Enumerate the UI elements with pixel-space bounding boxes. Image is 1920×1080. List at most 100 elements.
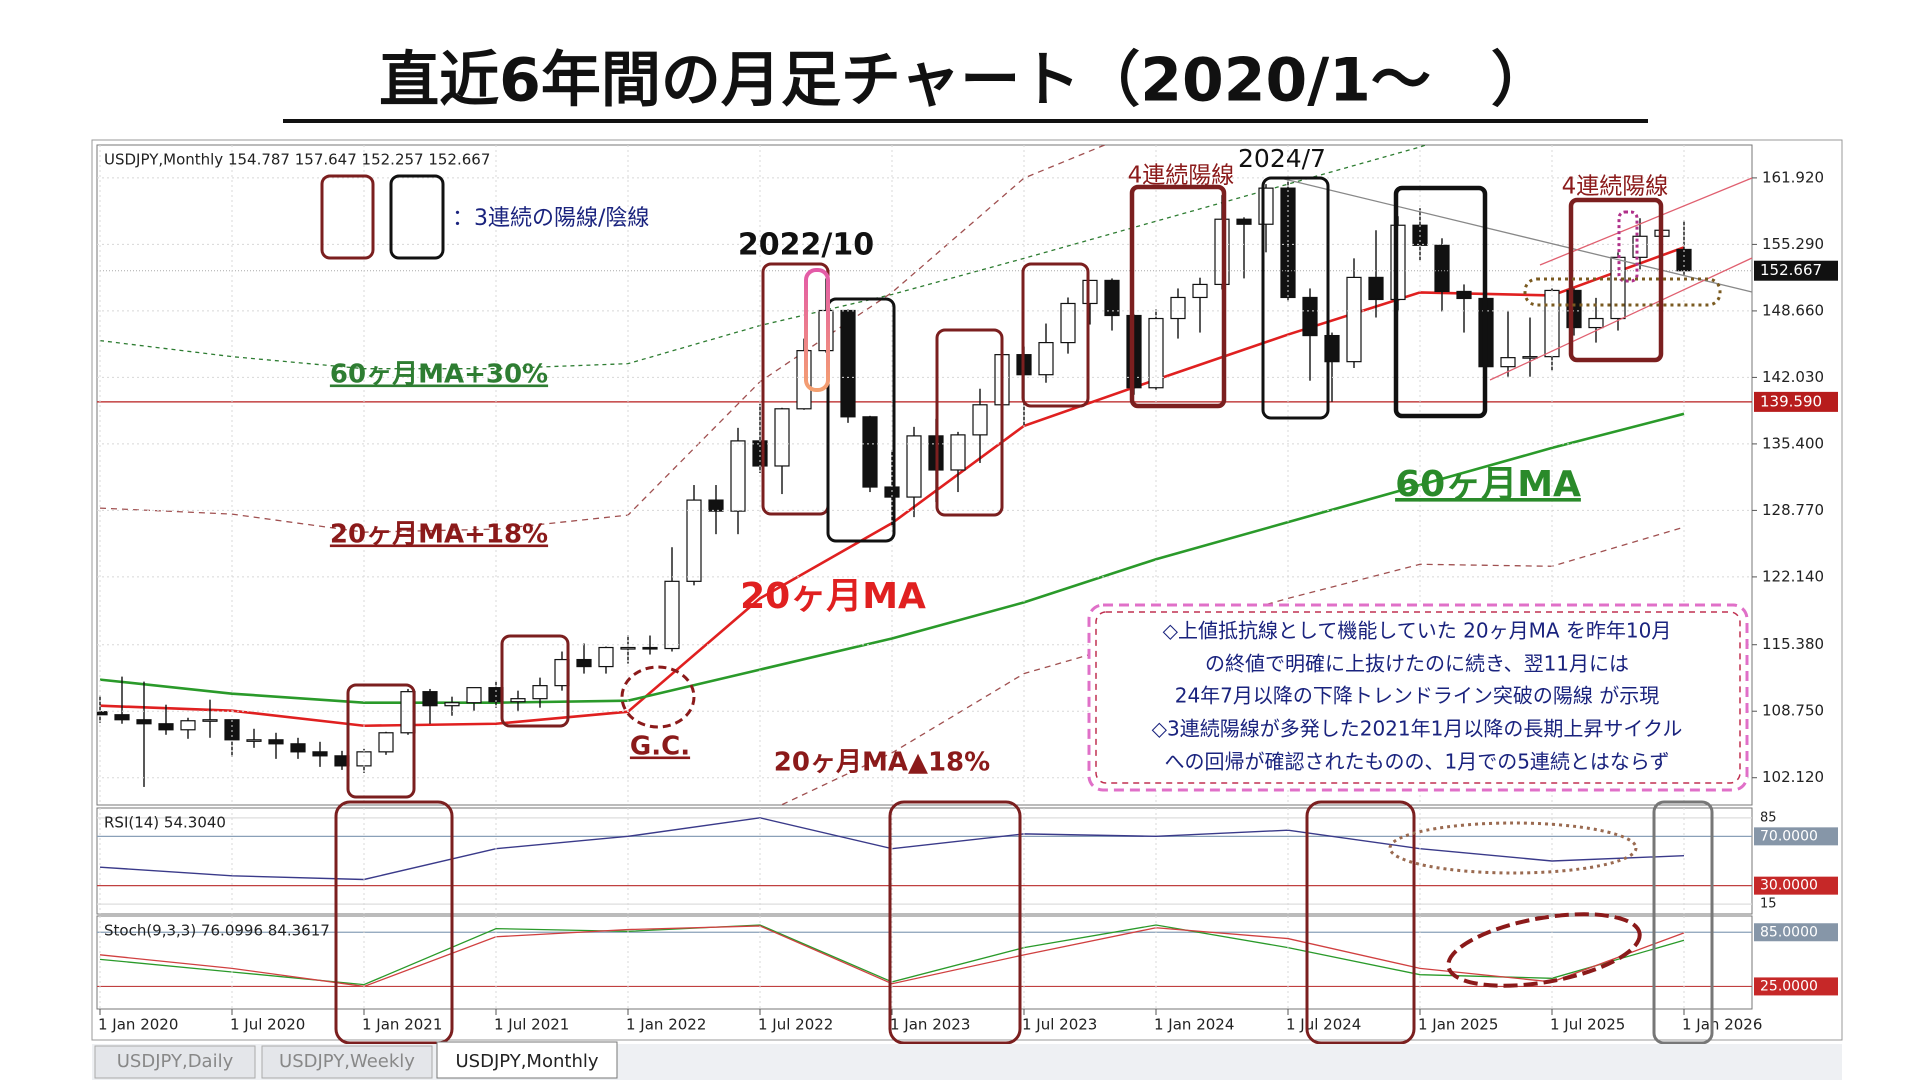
annotation: 2024/7 xyxy=(1238,144,1326,173)
candle-body xyxy=(1434,244,1450,293)
candle-body xyxy=(202,719,218,722)
candle-body xyxy=(884,486,900,498)
candle-body xyxy=(862,416,878,488)
box xyxy=(888,800,1022,1045)
annotation: 20ヶ月MA+18% xyxy=(330,520,548,550)
candle-body xyxy=(158,723,174,731)
x-tick-label: 1 Jan 2021 xyxy=(362,1016,442,1034)
legend-note: ：3連続の陽線/陰線 xyxy=(452,206,649,231)
candle-body xyxy=(1632,235,1648,258)
candle-body xyxy=(1522,356,1538,359)
candle-body xyxy=(1346,276,1362,363)
y-tick-label: 161.920 xyxy=(1762,168,1824,186)
x-tick-label: 1 Jul 2020 xyxy=(230,1016,305,1034)
candle-body xyxy=(1236,218,1252,225)
x-tick-label: 1 Jan 2025 xyxy=(1418,1016,1498,1034)
candle-body xyxy=(378,732,394,753)
candle-body xyxy=(576,658,592,668)
candle-body xyxy=(598,646,614,668)
candle-body xyxy=(1148,317,1164,389)
breakout-zone xyxy=(1523,277,1722,307)
annotation: G.C. xyxy=(630,732,690,762)
candle-body xyxy=(774,408,790,467)
x-tick-label: 1 Jul 2022 xyxy=(758,1016,833,1034)
x-tick-label: 1 Jan 2024 xyxy=(1154,1016,1234,1034)
box xyxy=(1129,184,1227,409)
stoch-tick-bg xyxy=(1754,923,1838,942)
rsi-tick-label: 70.0000 xyxy=(1760,828,1818,844)
annotation: 60ヶ月MA+30% xyxy=(330,360,548,390)
chart-title: 直近6年間の月足チャート（2020/1〜 ） xyxy=(379,46,1551,116)
candle-body xyxy=(1456,290,1472,300)
x-tick-label: 1 Jan 2023 xyxy=(890,1016,970,1034)
candle-body xyxy=(950,434,966,471)
y-tick-label: 155.290 xyxy=(1762,235,1824,253)
candle-body xyxy=(840,309,856,418)
ma-line xyxy=(99,145,1428,370)
y-tick-label: 142.030 xyxy=(1762,368,1824,386)
info-line: 24年7月以降の下降トレンドライン突破の陽線 が示現 xyxy=(1175,684,1660,708)
candle-body xyxy=(1588,317,1604,329)
tab-label[interactable]: USDJPY,Weekly xyxy=(279,1051,415,1072)
candle-body xyxy=(246,739,262,742)
candle-body xyxy=(466,687,482,704)
rsi-panel xyxy=(96,807,1753,915)
candle-body xyxy=(444,702,460,707)
legend-bear-box xyxy=(389,174,445,260)
x-tick-label: 1 Jan 2026 xyxy=(1682,1016,1762,1034)
x-tick-label: 1 Jan 2022 xyxy=(626,1016,706,1034)
current-price-label: 152.667 xyxy=(1760,261,1822,279)
candle-body xyxy=(312,751,328,757)
ma-line xyxy=(99,145,1107,533)
box xyxy=(826,297,896,543)
candle-body xyxy=(422,691,438,707)
plot-layer: 161.920 155.290 148.660 142.030 135.400 128.7… xyxy=(97,145,1838,1034)
annotation: 4連続陽線 xyxy=(1128,163,1235,189)
rsi-tick-bg xyxy=(1754,827,1838,846)
candle-body xyxy=(224,719,240,741)
box xyxy=(334,800,454,1045)
channel-lower xyxy=(1489,257,1753,381)
stoch-panel xyxy=(96,915,1753,1010)
candle-body xyxy=(1060,302,1076,344)
tab-label[interactable]: USDJPY,Daily xyxy=(117,1051,234,1072)
candle-body xyxy=(180,720,196,731)
box xyxy=(1021,262,1090,408)
annotation: 60ヶ月MA xyxy=(1395,464,1581,505)
y-tick-label: 135.400 xyxy=(1762,434,1824,452)
box xyxy=(935,328,1004,517)
candle-body xyxy=(708,499,724,512)
candle-body xyxy=(686,499,702,582)
candle-body xyxy=(972,404,988,436)
candle-body xyxy=(1368,276,1384,301)
tab[interactable] xyxy=(261,1045,433,1079)
y-tick-label: 102.120 xyxy=(1762,768,1824,786)
info-box-inner xyxy=(1095,611,1741,784)
ma-line xyxy=(779,526,1685,805)
candle-body xyxy=(1258,187,1274,225)
tab[interactable] xyxy=(94,1045,256,1079)
candle-body xyxy=(114,714,130,721)
box xyxy=(1652,800,1714,1045)
info-line: の終値で明確に上抜けたのに続き、翌11月には xyxy=(1205,652,1629,676)
candle-body xyxy=(532,685,548,700)
candle-body xyxy=(1192,283,1208,299)
candle-body xyxy=(752,440,768,467)
y-tick-label: 115.380 xyxy=(1762,635,1824,653)
candle-body xyxy=(1170,296,1186,320)
rsi-ellipse xyxy=(1388,821,1638,875)
highlight-boxes xyxy=(334,176,1722,1045)
tab-label[interactable]: USDJPY,Monthly xyxy=(455,1051,598,1072)
box xyxy=(1261,176,1330,420)
stoch-label: Stoch(9,3,3) 76.0996 84.3617 xyxy=(104,922,330,940)
annotation: 20ヶ月MA xyxy=(740,576,926,617)
x-tick-label: 1 Jul 2024 xyxy=(1286,1016,1361,1034)
candle-body xyxy=(1302,296,1318,337)
annotation: 2022/10 xyxy=(738,228,874,263)
candle-body xyxy=(1610,256,1626,320)
info-line: への回帰が確認されたものの、1月での5連続とはならず xyxy=(1164,750,1669,774)
tab-active[interactable] xyxy=(436,1041,618,1079)
y-tick-label: 108.750 xyxy=(1762,702,1824,720)
